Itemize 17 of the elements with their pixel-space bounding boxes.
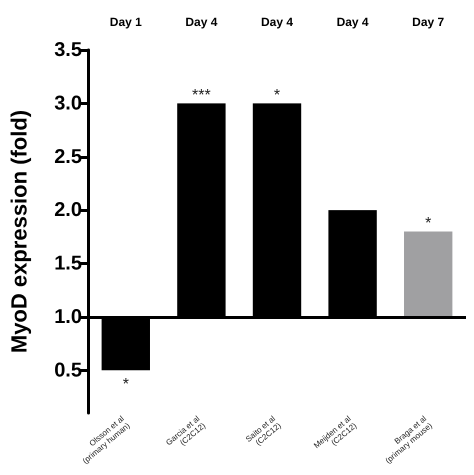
annotation: * [425,215,432,232]
text: Day 4 [185,15,218,29]
y-tick-label: 2.5 [54,146,82,168]
text: Day 4 [260,15,294,29]
text: Day 7 [412,15,445,29]
y-tick-label: 3.5 [54,39,82,61]
y-tick-label: 1.0 [54,306,82,328]
text: Day 1 [110,15,142,29]
annotation: * [274,86,280,104]
annotation: *** [192,86,211,104]
annotation: * [122,376,129,393]
text: Day 4 [336,15,369,29]
y-axis-title: MyoD expression (fold) [6,110,32,354]
y-tick-label: 2.0 [54,199,82,222]
y-tick-label: 0.5 [54,359,82,382]
y-tick-label: 1.5 [54,252,82,275]
y-tick-label: 3.0 [54,92,82,114]
